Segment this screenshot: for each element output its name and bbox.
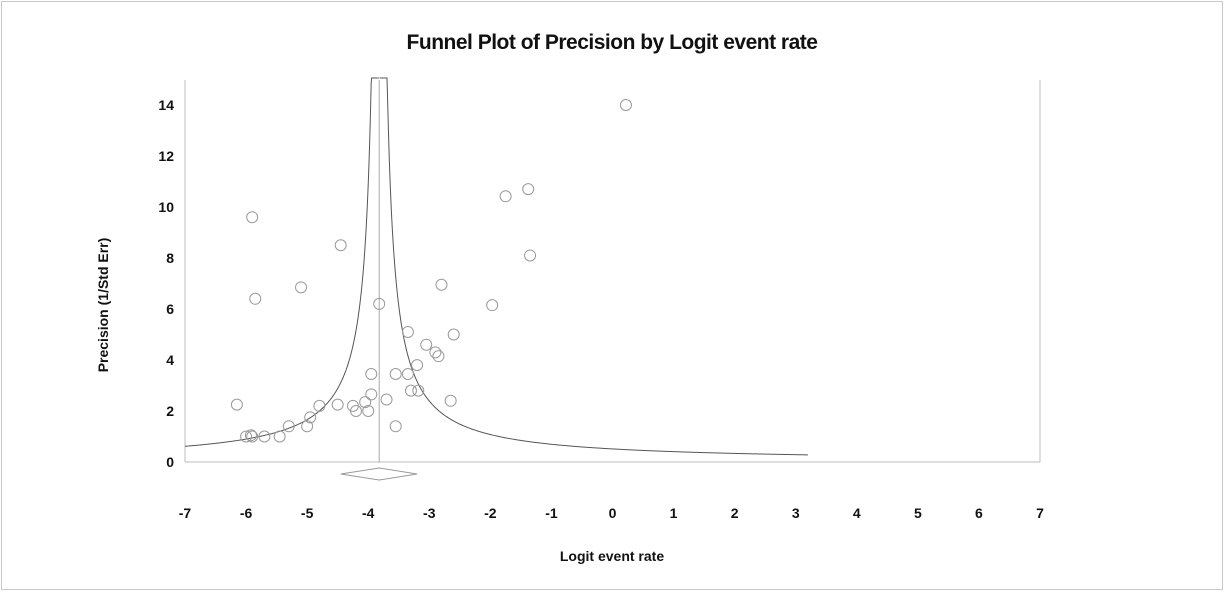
x-tick-label: -4 bbox=[362, 505, 375, 521]
study-point bbox=[420, 338, 433, 351]
x-tick-label: -5 bbox=[301, 505, 314, 521]
study-point bbox=[499, 190, 512, 203]
x-tick-label: -2 bbox=[484, 505, 497, 521]
study-point bbox=[359, 396, 372, 409]
study-point bbox=[619, 99, 632, 111]
study-point bbox=[524, 249, 537, 262]
study-point bbox=[313, 399, 326, 412]
study-point bbox=[258, 430, 271, 443]
x-tick-label: 7 bbox=[1036, 505, 1044, 521]
x-tick-label: -3 bbox=[423, 505, 436, 521]
y-tick-label: 12 bbox=[158, 148, 174, 164]
x-tick-label: 6 bbox=[975, 505, 983, 521]
x-tick-label: 1 bbox=[670, 505, 678, 521]
y-tick-label: 8 bbox=[166, 250, 174, 266]
study-point bbox=[244, 429, 257, 442]
chart-title: Funnel Plot of Precision by Logit event … bbox=[406, 31, 818, 54]
study-point bbox=[447, 328, 460, 341]
study-point bbox=[435, 278, 448, 291]
study-point bbox=[249, 292, 262, 305]
study-point bbox=[404, 384, 417, 397]
y-tick-label: 4 bbox=[166, 352, 174, 368]
y-tick-label: 6 bbox=[166, 301, 174, 317]
study-point bbox=[362, 405, 375, 417]
x-tick-label: 2 bbox=[731, 505, 739, 521]
study-point bbox=[365, 368, 378, 381]
study-point bbox=[389, 420, 402, 433]
study-point bbox=[295, 281, 308, 294]
study-point bbox=[365, 388, 378, 401]
study-point bbox=[246, 430, 259, 443]
x-tick-label: 3 bbox=[792, 505, 800, 521]
study-point bbox=[282, 420, 295, 433]
study-point bbox=[486, 299, 499, 312]
x-tick-label: -6 bbox=[240, 505, 253, 521]
study-point bbox=[411, 359, 424, 372]
study-point bbox=[432, 350, 445, 363]
study-point bbox=[350, 405, 362, 417]
study-point bbox=[429, 346, 442, 359]
study-point bbox=[230, 398, 243, 411]
study-point bbox=[401, 325, 414, 338]
y-tick-label: 2 bbox=[166, 403, 174, 419]
study-point bbox=[301, 420, 314, 433]
study-point bbox=[522, 183, 535, 196]
study-point bbox=[389, 368, 402, 381]
x-tick-label: -7 bbox=[179, 505, 192, 521]
x-tick-label: 0 bbox=[609, 505, 617, 521]
study-point bbox=[331, 398, 344, 411]
funnel-right-boundary bbox=[379, 77, 808, 456]
study-point bbox=[380, 393, 393, 406]
study-point bbox=[334, 239, 347, 252]
study-point bbox=[246, 211, 259, 224]
y-tick-label: 10 bbox=[158, 199, 174, 215]
x-tick-label: 5 bbox=[914, 505, 922, 521]
funnel-left-boundary bbox=[184, 77, 379, 447]
study-point bbox=[304, 411, 317, 424]
x-axis-label: Logit event rate bbox=[559, 548, 665, 564]
study-point bbox=[401, 368, 414, 381]
y-tick-label: 14 bbox=[158, 97, 174, 113]
y-tick-label: 0 bbox=[166, 454, 174, 470]
x-tick-label: 4 bbox=[853, 505, 861, 521]
combined-effect-diamond bbox=[340, 467, 418, 481]
study-point bbox=[240, 430, 253, 443]
study-point bbox=[373, 297, 386, 310]
study-point bbox=[444, 394, 457, 407]
study-point bbox=[412, 384, 425, 397]
x-tick-label: -1 bbox=[545, 505, 558, 521]
study-point bbox=[273, 430, 286, 443]
